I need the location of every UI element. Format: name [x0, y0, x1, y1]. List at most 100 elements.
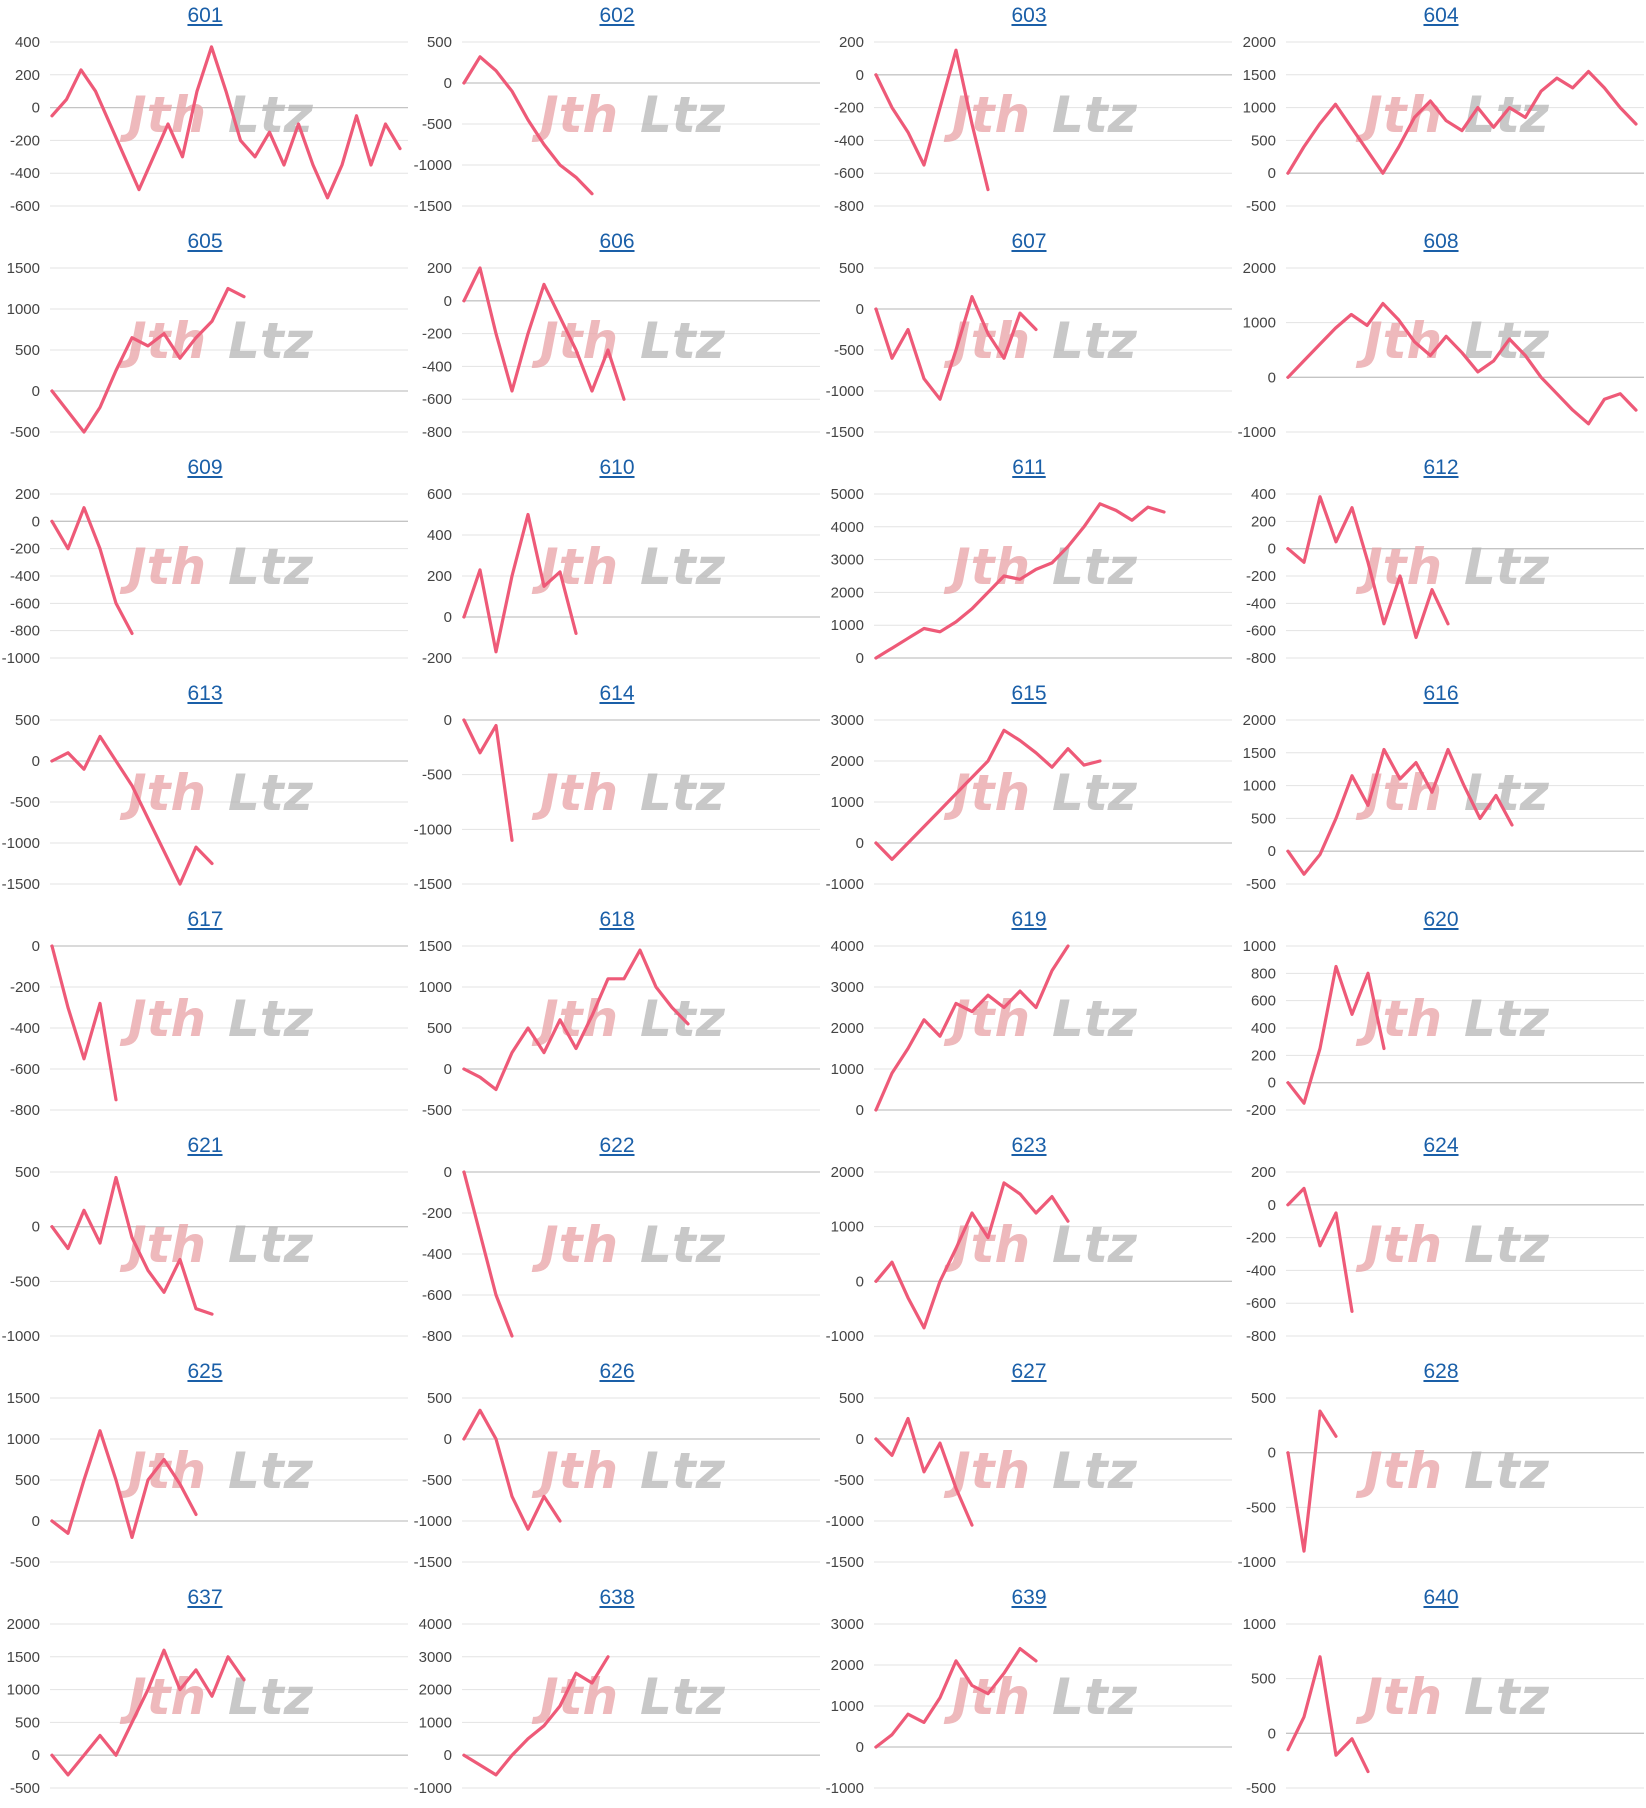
y-tick-label: 0: [1268, 1075, 1276, 1092]
y-tick-label: -600: [10, 595, 40, 612]
chart-639: 3000 2000 1000 0 -1000 Jth Ltz 639: [824, 1582, 1234, 1808]
chart-title-link[interactable]: 618: [599, 908, 635, 931]
chart-title-link[interactable]: 638: [599, 1586, 635, 1609]
chart-title-link[interactable]: 614: [599, 682, 635, 705]
y-tick-label: 500: [427, 1020, 452, 1037]
chart-title-link[interactable]: 619: [1011, 908, 1047, 931]
chart-title: 622: [412, 1134, 822, 1158]
y-tick-label: 1000: [419, 979, 452, 996]
chart-title-link[interactable]: 608: [1423, 230, 1459, 253]
chart-title-link[interactable]: 611: [1012, 456, 1046, 479]
series-line: [1286, 495, 1450, 640]
chart-title-link[interactable]: 639: [1011, 1586, 1047, 1609]
chart-title-link[interactable]: 606: [599, 230, 635, 253]
series-line: [50, 1175, 214, 1316]
y-tick-label: 0: [444, 1164, 452, 1181]
chart-title: 640: [1236, 1586, 1646, 1610]
watermark-text: Jth: [531, 1442, 618, 1500]
series-line: [462, 948, 690, 1092]
y-tick-label: -1500: [826, 1554, 864, 1571]
y-tick-label: 0: [444, 1431, 452, 1448]
chart-title: 625: [0, 1360, 410, 1384]
y-tick-label: 1000: [419, 1714, 452, 1731]
y-tick-label: 0: [1268, 369, 1276, 386]
watermark-text: Jth: [119, 990, 206, 1048]
watermark: Jth Ltz: [119, 1442, 314, 1500]
watermark: Jth Ltz: [943, 764, 1138, 822]
chart-title-link[interactable]: 612: [1423, 456, 1459, 479]
chart-title-link[interactable]: 617: [187, 908, 223, 931]
watermark: Jth Ltz: [943, 312, 1138, 370]
y-tick-label: -1000: [1238, 1554, 1276, 1571]
chart-title-link[interactable]: 615: [1011, 682, 1047, 705]
watermark-text: Jth: [943, 86, 1030, 144]
series-line: [1286, 1186, 1354, 1313]
chart-title-link[interactable]: 627: [1011, 1360, 1047, 1383]
chart-title-link[interactable]: 640: [1423, 1586, 1459, 1609]
y-tick-label: 500: [15, 342, 40, 359]
chart-title-link[interactable]: 613: [187, 682, 223, 705]
chart-title-link[interactable]: 604: [1423, 4, 1459, 27]
y-tick-label: 0: [856, 835, 864, 852]
y-tick-label: -600: [422, 391, 452, 408]
chart-title-link[interactable]: 628: [1423, 1360, 1459, 1383]
y-tick-label: 1000: [1243, 100, 1276, 117]
chart-title-link[interactable]: 605: [187, 230, 223, 253]
y-tick-label: -400: [422, 1246, 452, 1263]
series-line: [50, 734, 214, 886]
chart-title-link[interactable]: 616: [1423, 682, 1459, 705]
watermark-text: Jth: [1355, 1216, 1442, 1274]
watermark: Jth Ltz: [531, 990, 726, 1048]
chart-title-link[interactable]: 610: [599, 456, 635, 479]
y-tick-label: 500: [15, 1472, 40, 1489]
chart-title-link[interactable]: 609: [187, 456, 223, 479]
chart-title: 613: [0, 682, 410, 706]
chart-617: 0 -200 -400 -600 -800 Jth Ltz 617: [0, 904, 410, 1130]
watermark: Jth Ltz: [531, 538, 726, 596]
chart-title-link[interactable]: 602: [599, 4, 635, 27]
y-tick-label: 1000: [831, 1061, 864, 1078]
watermark-text: Ltz: [640, 1442, 726, 1500]
y-tick-label: 600: [1251, 993, 1276, 1010]
chart-title-link[interactable]: 637: [187, 1586, 223, 1609]
watermark: Jth Ltz: [531, 86, 726, 144]
series-line: [462, 1655, 610, 1777]
chart-plot: 1500 1000 500 0 -500 Jth Ltz: [7, 1390, 408, 1571]
chart-title-link[interactable]: 607: [1011, 230, 1047, 253]
y-tick-label: 1000: [1243, 778, 1276, 795]
y-tick-label: 2000: [1243, 712, 1276, 729]
watermark-text: Ltz: [640, 86, 726, 144]
chart-title-link[interactable]: 621: [187, 1134, 223, 1157]
chart-title: 614: [412, 682, 822, 706]
chart-title-link[interactable]: 622: [599, 1134, 635, 1157]
chart-title-link[interactable]: 625: [187, 1360, 223, 1383]
y-tick-label: -600: [834, 165, 864, 182]
watermark-text: Ltz: [1052, 1442, 1138, 1500]
chart-title-link[interactable]: 624: [1423, 1134, 1459, 1157]
y-tick-label: 4000: [419, 1616, 452, 1633]
y-tick-label: 0: [856, 1102, 864, 1119]
y-tick-label: -200: [422, 1205, 452, 1222]
chart-title-link[interactable]: 623: [1011, 1134, 1047, 1157]
watermark-text: Jth: [943, 538, 1030, 596]
chart-title-link[interactable]: 620: [1423, 908, 1459, 931]
y-tick-label: 5000: [831, 486, 864, 503]
y-tick-label: 2000: [831, 1657, 864, 1674]
y-tick-label: -500: [834, 1472, 864, 1489]
y-tick-label: -400: [10, 568, 40, 585]
chart-title-link[interactable]: 601: [187, 4, 223, 27]
chart-title: 602: [412, 4, 822, 28]
chart-613: 500 0 -500 -1000 -1500 Jth Ltz 613: [0, 678, 410, 904]
watermark: Jth Ltz: [531, 1668, 726, 1726]
y-tick-label: -800: [834, 198, 864, 215]
chart-title-link[interactable]: 626: [599, 1360, 635, 1383]
y-tick-label: 0: [444, 1747, 452, 1764]
y-tick-label: 1500: [7, 1390, 40, 1407]
chart-626: 500 0 -500 -1000 -1500 Jth Ltz 626: [412, 1356, 822, 1582]
chart-title: 624: [1236, 1134, 1646, 1158]
chart-title: 639: [824, 1586, 1234, 1610]
chart-title-link[interactable]: 603: [1011, 4, 1047, 27]
